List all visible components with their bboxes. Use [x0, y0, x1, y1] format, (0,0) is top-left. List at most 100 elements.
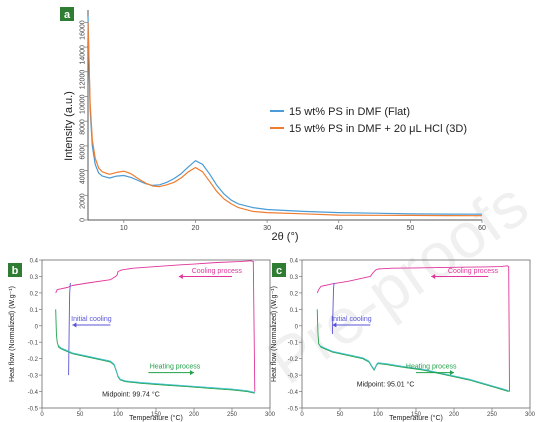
panel-c-x-tick-label: 100 — [373, 412, 384, 418]
panel-a-x-tick-label: 50 — [406, 225, 414, 232]
panel-b-x-tick-label: 150 — [151, 412, 162, 418]
panel-b-series — [55, 260, 256, 394]
panel-b-y-axis-title: Heat flow (Normalized) (W.g⁻¹) — [9, 286, 16, 382]
panel-b-y-tick-label: 0 — [35, 324, 39, 330]
panel-b-annotation-arrowhead-2 — [190, 370, 194, 376]
panel-b-series-line-3 — [58, 345, 255, 393]
panel-c-y-tick-label: -0.4 — [288, 390, 299, 396]
panel-b-x-axis-title: Temperature (°C) — [129, 414, 183, 422]
panel-b-badge — [8, 263, 22, 277]
panel-c-y-tick-label: -0.2 — [288, 357, 299, 363]
panel-b-annotation-0: Cooling process — [192, 268, 243, 275]
panel-c-annotation-arrowhead-1 — [332, 322, 337, 328]
panel-b-annotation-2: Heating process — [150, 364, 201, 371]
panel-c-y-tick-label: 0.4 — [290, 259, 299, 265]
panel-b-y-tick-label: -0.4 — [28, 390, 39, 396]
panel-a-letter: a — [64, 9, 71, 21]
panel-c-annotation-arrowhead-0 — [431, 273, 436, 279]
panel-c-annotations: Cooling process Initial cooling Heating pr… — [331, 268, 498, 388]
panel-a-y-tick-label: 12000 — [80, 70, 87, 90]
panel-c-badge — [272, 263, 286, 277]
panel-c-annotation-arrowhead-2 — [450, 370, 454, 376]
panel-b-y-tick-label: -0.3 — [28, 374, 39, 380]
panel-c-x-tick-label: 300 — [525, 412, 536, 418]
panel-a-y-tick-label: 0 — [80, 218, 87, 222]
panel-b-x-tick-label: 200 — [189, 412, 200, 418]
panel-b-y-tick-label: 0.3 — [30, 275, 39, 281]
panel-b-y-tick-label: -0.2 — [28, 357, 39, 363]
panel-c-y-tick-label: 0 — [295, 324, 299, 330]
panel-b-annotation-1: Initial cooling — [71, 316, 112, 323]
panel-a-y-tick-label: 6000 — [80, 144, 87, 160]
panel-b-series-line-0 — [55, 260, 256, 392]
panel-c-y-tick-label: -0.5 — [288, 407, 299, 413]
panel-b-annotation-3: Midpoint: 99.74 °C — [102, 390, 160, 398]
panel-c-series-line-2 — [316, 309, 509, 393]
panel-b-ticks: 0 50 100 150 200 250 300 -0.5 -0.4 -0.3 -0.2 -0.1 0 0… — [28, 259, 276, 419]
panel-b-x-tick-label: 300 — [265, 412, 276, 418]
panel-c-series — [316, 265, 510, 393]
panel-b-y-tick-label: 0.4 — [30, 259, 39, 265]
panel-c-y-tick-label: 0.2 — [290, 291, 299, 297]
panel-c-y-tick-label: 0.1 — [290, 308, 299, 314]
panel-b-letter: b — [12, 265, 19, 277]
panel-a-x-tick-label: 40 — [335, 225, 343, 232]
panel-b-y-tick-label: -0.1 — [28, 341, 39, 347]
panel-b-y-tick-label: 0.1 — [30, 308, 39, 314]
panel-c-y-tick-label: -0.1 — [288, 341, 299, 347]
panel-a-y-tick-label: 4000 — [80, 168, 87, 184]
panel-c-annotation-1: Initial cooling — [331, 316, 372, 323]
panel-b-x-tick-label: 100 — [113, 412, 124, 418]
panel-b-annotations: Cooling process Initial cooling Heating pr… — [71, 268, 242, 398]
panel-a-series — [87, 16, 483, 217]
panel-c-y-axis-title: Heat flow (Normalized) (W.g⁻¹) — [271, 286, 278, 382]
panel-b-annotation-arrowhead-1 — [72, 322, 77, 328]
panel-c-x-tick-label: 50 — [337, 412, 344, 418]
panel-a-y-axis-title: Intensity (a.u.) — [63, 91, 75, 161]
panel-c-letter: c — [276, 265, 282, 277]
panel-c-series-line-0 — [316, 265, 510, 392]
panel-a-legend: 15 wt% PS in DMF (Flat) 15 wt% PS in DMF… — [270, 106, 467, 135]
panel-a-badge — [60, 7, 74, 21]
panel-b-x-tick-label: 0 — [40, 412, 44, 418]
panel-a-y-tick-label: 2000 — [80, 193, 87, 209]
panel-a-x-tick-label: 10 — [120, 225, 128, 232]
panel-a-series-line-0 — [87, 16, 483, 215]
panel-a-y-tick-label: 14000 — [80, 45, 87, 65]
panel-c-ticks: 0 50 100 150 200 250 300 -0.5 -0.4 -0.3 -0.2 -0.1 0 0… — [288, 259, 536, 419]
panel-c-x-tick-label: 250 — [487, 412, 498, 418]
panel-a-series-line-1 — [87, 22, 483, 217]
panel-c-series-line-3 — [319, 345, 509, 392]
panel-c-annotation-2: Heating process — [406, 364, 457, 371]
panel-a-y-tick-label: 8000 — [80, 119, 87, 135]
panel-a-ticks: 10 20 30 40 50 60 0 2000 4000 6000 8000 10000 12000 1… — [80, 20, 486, 232]
panel-c-x-tick-label: 200 — [449, 412, 460, 418]
panel-b-y-tick-label: 0.2 — [30, 291, 39, 297]
panel-b-x-tick-label: 250 — [227, 412, 238, 418]
panel-a-x-tick-label: 60 — [478, 225, 486, 232]
panel-a-x-tick-label: 30 — [263, 225, 271, 232]
panel-b-series-line-1 — [68, 282, 71, 376]
panel-c-x-tick-label: 150 — [411, 412, 422, 418]
panel-c-y-tick-label: 0.3 — [290, 275, 299, 281]
panel-c-series-line-1 — [331, 282, 335, 335]
panel-a-chart: a 10 20 30 40 50 60 0 2000 4000 6000 8000 10000 1200… — [60, 7, 486, 243]
legend-label-flat: 15 wt% PS in DMF (Flat) — [289, 106, 410, 118]
panel-b-y-tick-label: -0.5 — [28, 407, 39, 413]
panel-b-x-tick-label: 50 — [77, 412, 84, 418]
panel-c-chart: c 0 50 100 150 200 250 300 -0.5 -0.4 -0.3 -0.2 -0.1… — [271, 259, 536, 422]
panel-a-x-axis-title: 2θ (°) — [271, 231, 298, 243]
panel-b-plot-frame — [41, 259, 271, 409]
panel-b-chart: b 0 50 100 150 200 250 300 -0.5 -0.4 -0.3 -0.2 -0.1… — [8, 259, 276, 422]
panel-b-annotation-arrowhead-0 — [178, 273, 183, 279]
panel-c-annotation-0: Cooling process — [448, 268, 499, 275]
panel-c-y-tick-label: -0.3 — [288, 374, 299, 380]
panel-c-annotation-3: Midpoint: 95.01 °C — [357, 381, 415, 389]
panel-a-y-tick-label: 16000 — [80, 20, 87, 40]
legend-label-3d: 15 wt% PS in DMF + 20 μL HCl (3D) — [289, 123, 467, 135]
panel-a-x-tick-label: 20 — [192, 225, 200, 232]
watermark-text: Pre-proofs — [255, 168, 541, 398]
panel-c-x-axis-title: Temperature (°C) — [389, 414, 443, 422]
panel-c-x-tick-label: 0 — [300, 412, 304, 418]
